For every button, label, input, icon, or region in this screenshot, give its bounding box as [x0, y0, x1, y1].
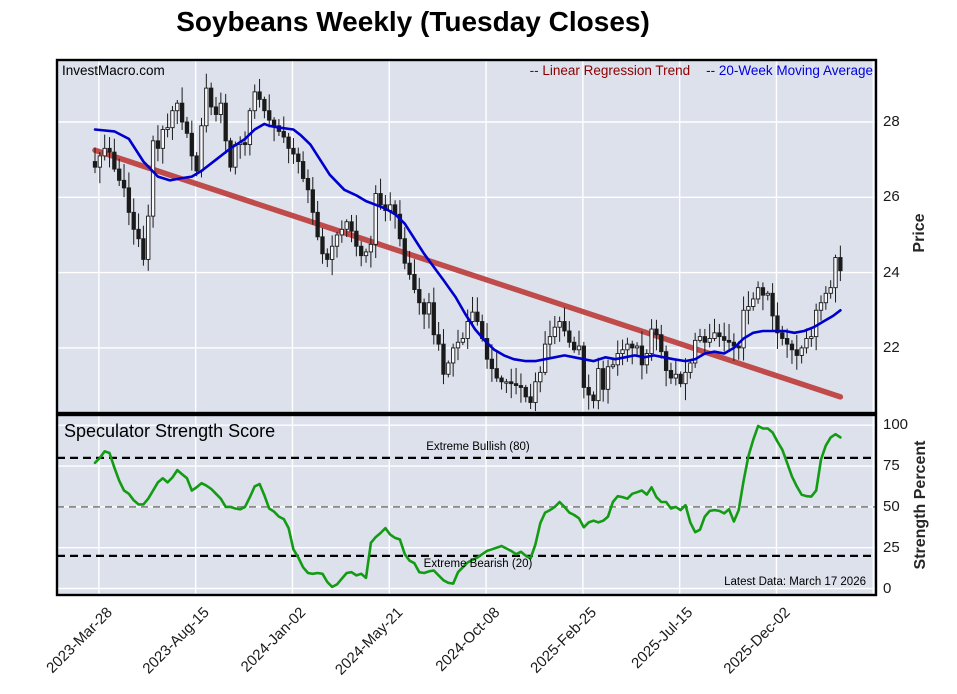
candlestick-series [92, 73, 843, 412]
price-panel-border [55, 58, 878, 415]
regression-trend-line [92, 147, 844, 400]
strength-panel-border [55, 413, 878, 597]
strength-panel-content [57, 424, 876, 589]
price-panel-content [92, 73, 844, 412]
price-panel [57, 60, 876, 413]
strength-score-line [93, 424, 842, 589]
ma20-line [93, 122, 842, 363]
